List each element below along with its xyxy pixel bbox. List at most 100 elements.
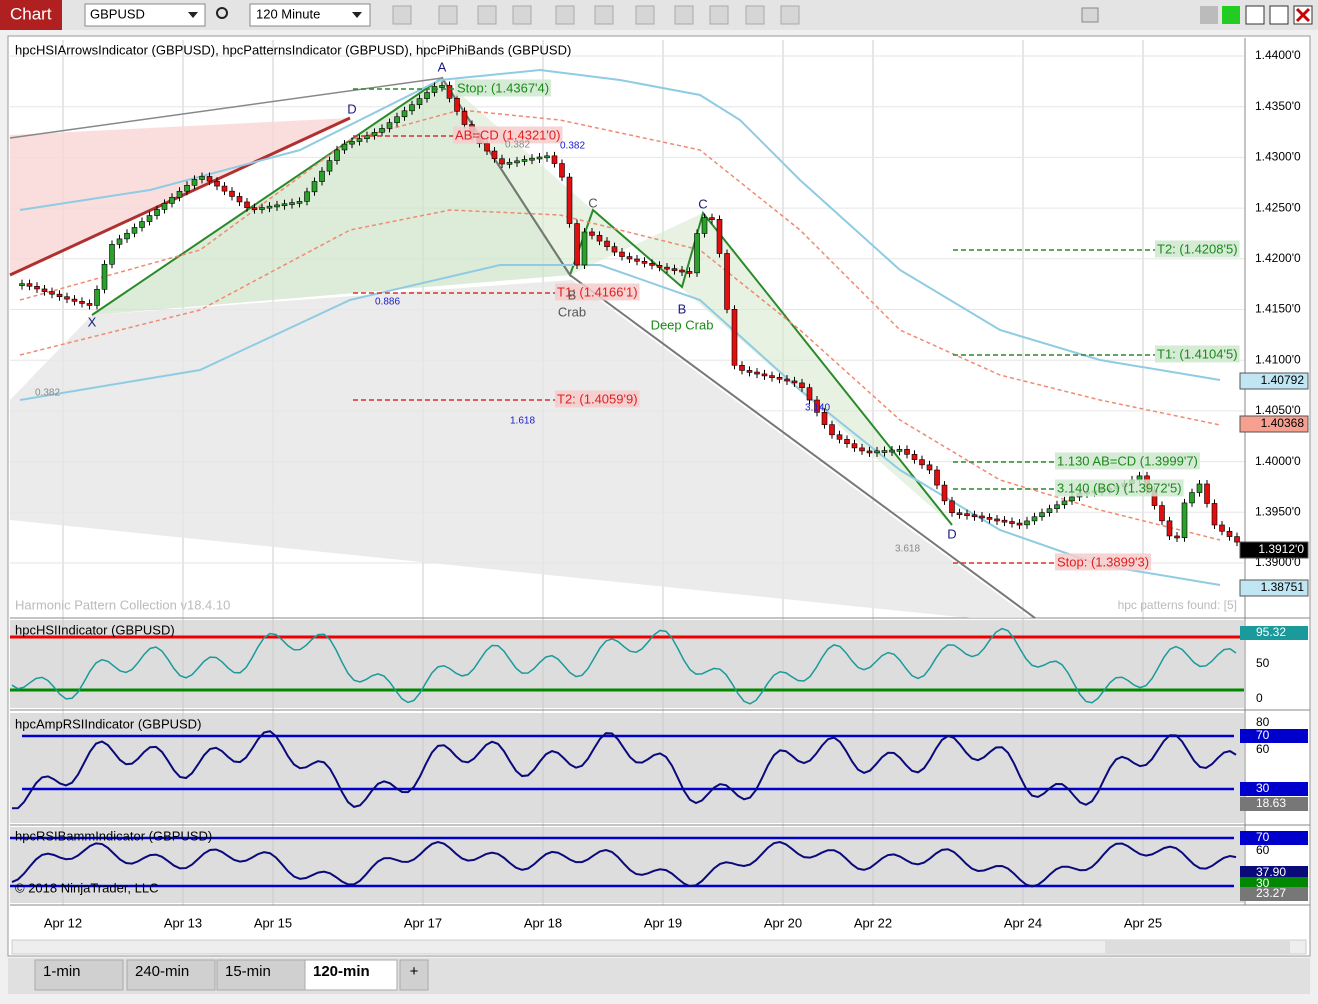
- candle: [401, 110, 408, 118]
- candle: [911, 454, 918, 460]
- title-bg: [0, 0, 62, 30]
- plot: Stop: (1.4367'4) AB=CD (1.4321'0) T1: (1.4…: [9, 38, 1310, 955]
- pattern-point: B: [568, 287, 577, 302]
- band: [19, 68, 1221, 381]
- pattern-zone: [10, 280, 1030, 618]
- interval-select[interactable]: [249, 3, 371, 27]
- tab-label[interactable]: +: [410, 963, 419, 980]
- interval[interactable]: 120 Minute: [256, 6, 320, 21]
- candle: [394, 116, 400, 123]
- price-tick: 1.4350'0: [1255, 99, 1301, 113]
- candle: [79, 301, 85, 304]
- candle: [649, 263, 655, 266]
- ratio-label: 0.382: [505, 140, 530, 151]
- candle: [1204, 483, 1210, 504]
- price-marker-label: 1.3912'0: [1258, 542, 1304, 556]
- candle: [439, 85, 445, 88]
- toolbar-button[interactable]: [555, 5, 575, 25]
- annotation: Stop: (1.4367'4): [457, 80, 549, 95]
- candle: [1166, 520, 1173, 537]
- candle: [491, 150, 498, 160]
- value-marker-label: 30: [1256, 876, 1270, 890]
- candle: [724, 253, 730, 310]
- watermark: Harmonic Pattern Collection v18.4.10: [15, 597, 230, 612]
- candle: [994, 518, 1000, 522]
- instrument[interactable]: GBPUSD: [90, 6, 145, 21]
- candle: [461, 111, 468, 125]
- candle: [356, 138, 363, 142]
- candle: [169, 196, 175, 204]
- value-marker: [1240, 797, 1308, 811]
- date-tick: Apr 13: [164, 915, 202, 930]
- toolbar-button[interactable]: [438, 5, 458, 25]
- candle: [889, 449, 895, 453]
- toolbar-button[interactable]: [635, 5, 655, 25]
- candle: [814, 399, 820, 413]
- tab[interactable]: [34, 959, 124, 991]
- candle: [326, 160, 333, 172]
- candle: [821, 412, 828, 425]
- pattern-point: X: [88, 314, 97, 329]
- tab[interactable]: [304, 959, 398, 991]
- window-button[interactable]: [1222, 6, 1240, 24]
- candle: [739, 365, 745, 371]
- candle: [109, 244, 115, 265]
- tab-label[interactable]: 120-min: [313, 963, 370, 980]
- panel-bg: [10, 620, 1244, 708]
- value-marker-label: 70: [1256, 830, 1270, 844]
- toolbar-button[interactable]: [392, 5, 412, 25]
- toolbar-button[interactable]: [674, 5, 694, 25]
- toolbar-button[interactable]: [745, 5, 765, 25]
- oscillator: [11, 840, 1237, 888]
- tab[interactable]: [216, 959, 306, 991]
- candle: [236, 196, 243, 203]
- scroll-thumb[interactable]: [1105, 941, 1290, 953]
- candle: [221, 185, 228, 192]
- candle: [56, 293, 63, 298]
- candle: [116, 238, 123, 245]
- candle: [251, 207, 258, 210]
- tab[interactable]: [399, 959, 429, 991]
- toolbar-button[interactable]: [477, 5, 497, 25]
- toolbar-button[interactable]: [594, 5, 614, 25]
- tab[interactable]: [126, 959, 216, 991]
- candle: [49, 291, 55, 295]
- toolbar-button[interactable]: [512, 5, 532, 25]
- candle: [941, 484, 948, 502]
- candle: [199, 176, 205, 180]
- tab-label[interactable]: 240-min: [135, 963, 189, 980]
- candle: [124, 232, 130, 240]
- candle: [1001, 519, 1008, 523]
- toolbar-button[interactable]: [709, 5, 729, 25]
- candle: [409, 104, 415, 112]
- candle: [964, 513, 970, 516]
- candle: [896, 449, 903, 452]
- minimize-button[interactable]: [1245, 5, 1265, 25]
- candle: [94, 289, 100, 306]
- maximize-button[interactable]: [1269, 5, 1289, 25]
- value-marker: [1240, 729, 1308, 743]
- window-title: Chart: [10, 4, 52, 23]
- candle: [566, 176, 573, 224]
- price-tick: 1.4250'0: [1255, 200, 1301, 214]
- scrollbar[interactable]: [11, 939, 1307, 955]
- oscillator: [11, 627, 1237, 705]
- value-marker: [1240, 831, 1308, 845]
- candle: [206, 176, 213, 182]
- pattern-point: A: [438, 59, 447, 74]
- window-button[interactable]: [1200, 6, 1218, 24]
- candle: [529, 157, 535, 161]
- close-icon: [1295, 7, 1311, 23]
- annotation-bg: [1155, 345, 1240, 363]
- tab-label[interactable]: 15-min: [225, 963, 271, 980]
- instrument-select[interactable]: [84, 3, 206, 27]
- candle: [1031, 516, 1038, 522]
- tab-label[interactable]: 1-min: [43, 963, 81, 980]
- candle: [1136, 475, 1143, 481]
- toolbar-button[interactable]: [1081, 7, 1099, 23]
- candle: [1226, 530, 1233, 537]
- toolbar-button[interactable]: [780, 5, 800, 25]
- search-icon[interactable]: [216, 7, 228, 19]
- candle: [334, 149, 340, 161]
